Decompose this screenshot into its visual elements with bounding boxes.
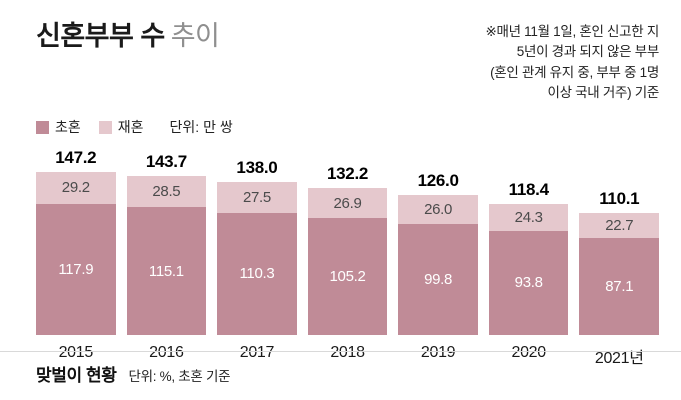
x-axis-label: 2020 (511, 344, 546, 361)
legend-item-second: 재혼 (98, 117, 144, 137)
first-marriage-segment: 93.8 (488, 230, 569, 335)
remarriage-segment: 29.2 (36, 171, 116, 205)
remarriage-segment: 26.0 (398, 195, 478, 225)
remarriage-segment: 27.5 (217, 182, 297, 213)
footnote-line: (혼인 관계 유지 중, 부부 중 1명 (490, 64, 659, 80)
first-marriage-segment: 105.2 (307, 218, 388, 335)
chart-title-sub: 추이 (170, 21, 220, 51)
footnote: ※매년 11월 1일, 혼인 신고한 지 5년이 경과 되지 않은 부부 (혼인… (485, 22, 659, 103)
total-value-label: 147.2 (55, 147, 97, 167)
bar-group: 138.0 27.5 110.3 (217, 158, 297, 335)
x-axis-label: 2015 (58, 344, 94, 361)
legend-label-second: 재혼 (117, 119, 144, 135)
first-marriage-segment: 115.1 (126, 207, 207, 335)
x-axis-label: 2019 (420, 344, 456, 361)
bar-group: 143.7 28.5 115.1 (126, 151, 207, 335)
first-marriage-segment: 117.9 (36, 204, 116, 335)
x-axis: 2015 2016 2017 2018 2019 2020 2021년 (36, 344, 659, 368)
legend-item-first: 초혼 (36, 117, 81, 137)
chart-title-main: 신혼부부 수 (36, 21, 165, 51)
x-axis-label: 2018 (330, 344, 365, 361)
total-value-label: 138.0 (236, 158, 278, 178)
next-section-header: 맞벌이 현황 단위: %, 초혼 기준 (36, 361, 231, 386)
total-value-label: 132.2 (327, 164, 369, 184)
footnote-line: 이상 국내 거주) 기준 (547, 84, 659, 100)
remarriage-segment: 24.3 (488, 203, 569, 231)
x-axis-label: 2017 (239, 344, 275, 361)
first-marriage-segment: 87.1 (579, 238, 660, 335)
unit-label: 단위: 만 쌍 (169, 119, 233, 135)
bar-group: 132.2 26.9 105.2 (307, 164, 388, 335)
first-marriage-segment: 110.3 (217, 212, 297, 335)
next-section-title: 맞벌이 현황 (36, 366, 117, 385)
section-divider (0, 351, 681, 352)
total-value-label: 143.7 (145, 151, 187, 171)
chart-title: 신혼부부 수 추이 (36, 21, 220, 52)
total-value-label: 118.4 (508, 179, 549, 199)
bar-group: 126.0 26.0 99.8 (398, 171, 478, 335)
total-value-label: 126.0 (417, 171, 459, 191)
x-axis-label: 2016 (149, 344, 184, 361)
remarriage-swatch-icon (98, 120, 112, 134)
remarriage-segment: 26.9 (307, 188, 388, 219)
first-marriage-swatch-icon (36, 120, 49, 134)
bar-group: 147.2 29.2 117.9 (36, 148, 116, 335)
total-value-label: 110.1 (599, 189, 640, 209)
bar-group: 118.4 24.3 93.8 (488, 179, 569, 335)
remarriage-segment: 22.7 (579, 213, 660, 239)
footnote-line: ※매년 11월 1일, 혼인 신고한 지 (485, 24, 659, 39)
bar-group: 110.1 22.7 87.1 (579, 189, 660, 335)
x-axis-label: 2021년 (594, 350, 644, 367)
legend-label-first: 초혼 (55, 119, 81, 135)
next-section-unit: 단위: %, 초혼 기준 (128, 369, 231, 384)
footnote-line: 5년이 경과 되지 않은 부부 (516, 44, 660, 60)
remarriage-segment: 28.5 (126, 175, 207, 208)
first-marriage-segment: 99.8 (398, 224, 478, 335)
header: 신혼부부 수 추이 ※매년 11월 1일, 혼인 신고한 지 5년이 경과 되지 … (36, 21, 659, 103)
bar-chart: 147.2 29.2 117.9 143.7 28.5 115.1 138.0 27.5 110… (36, 139, 660, 335)
legend: 초혼 재혼 단위: 만 쌍 (36, 117, 659, 137)
